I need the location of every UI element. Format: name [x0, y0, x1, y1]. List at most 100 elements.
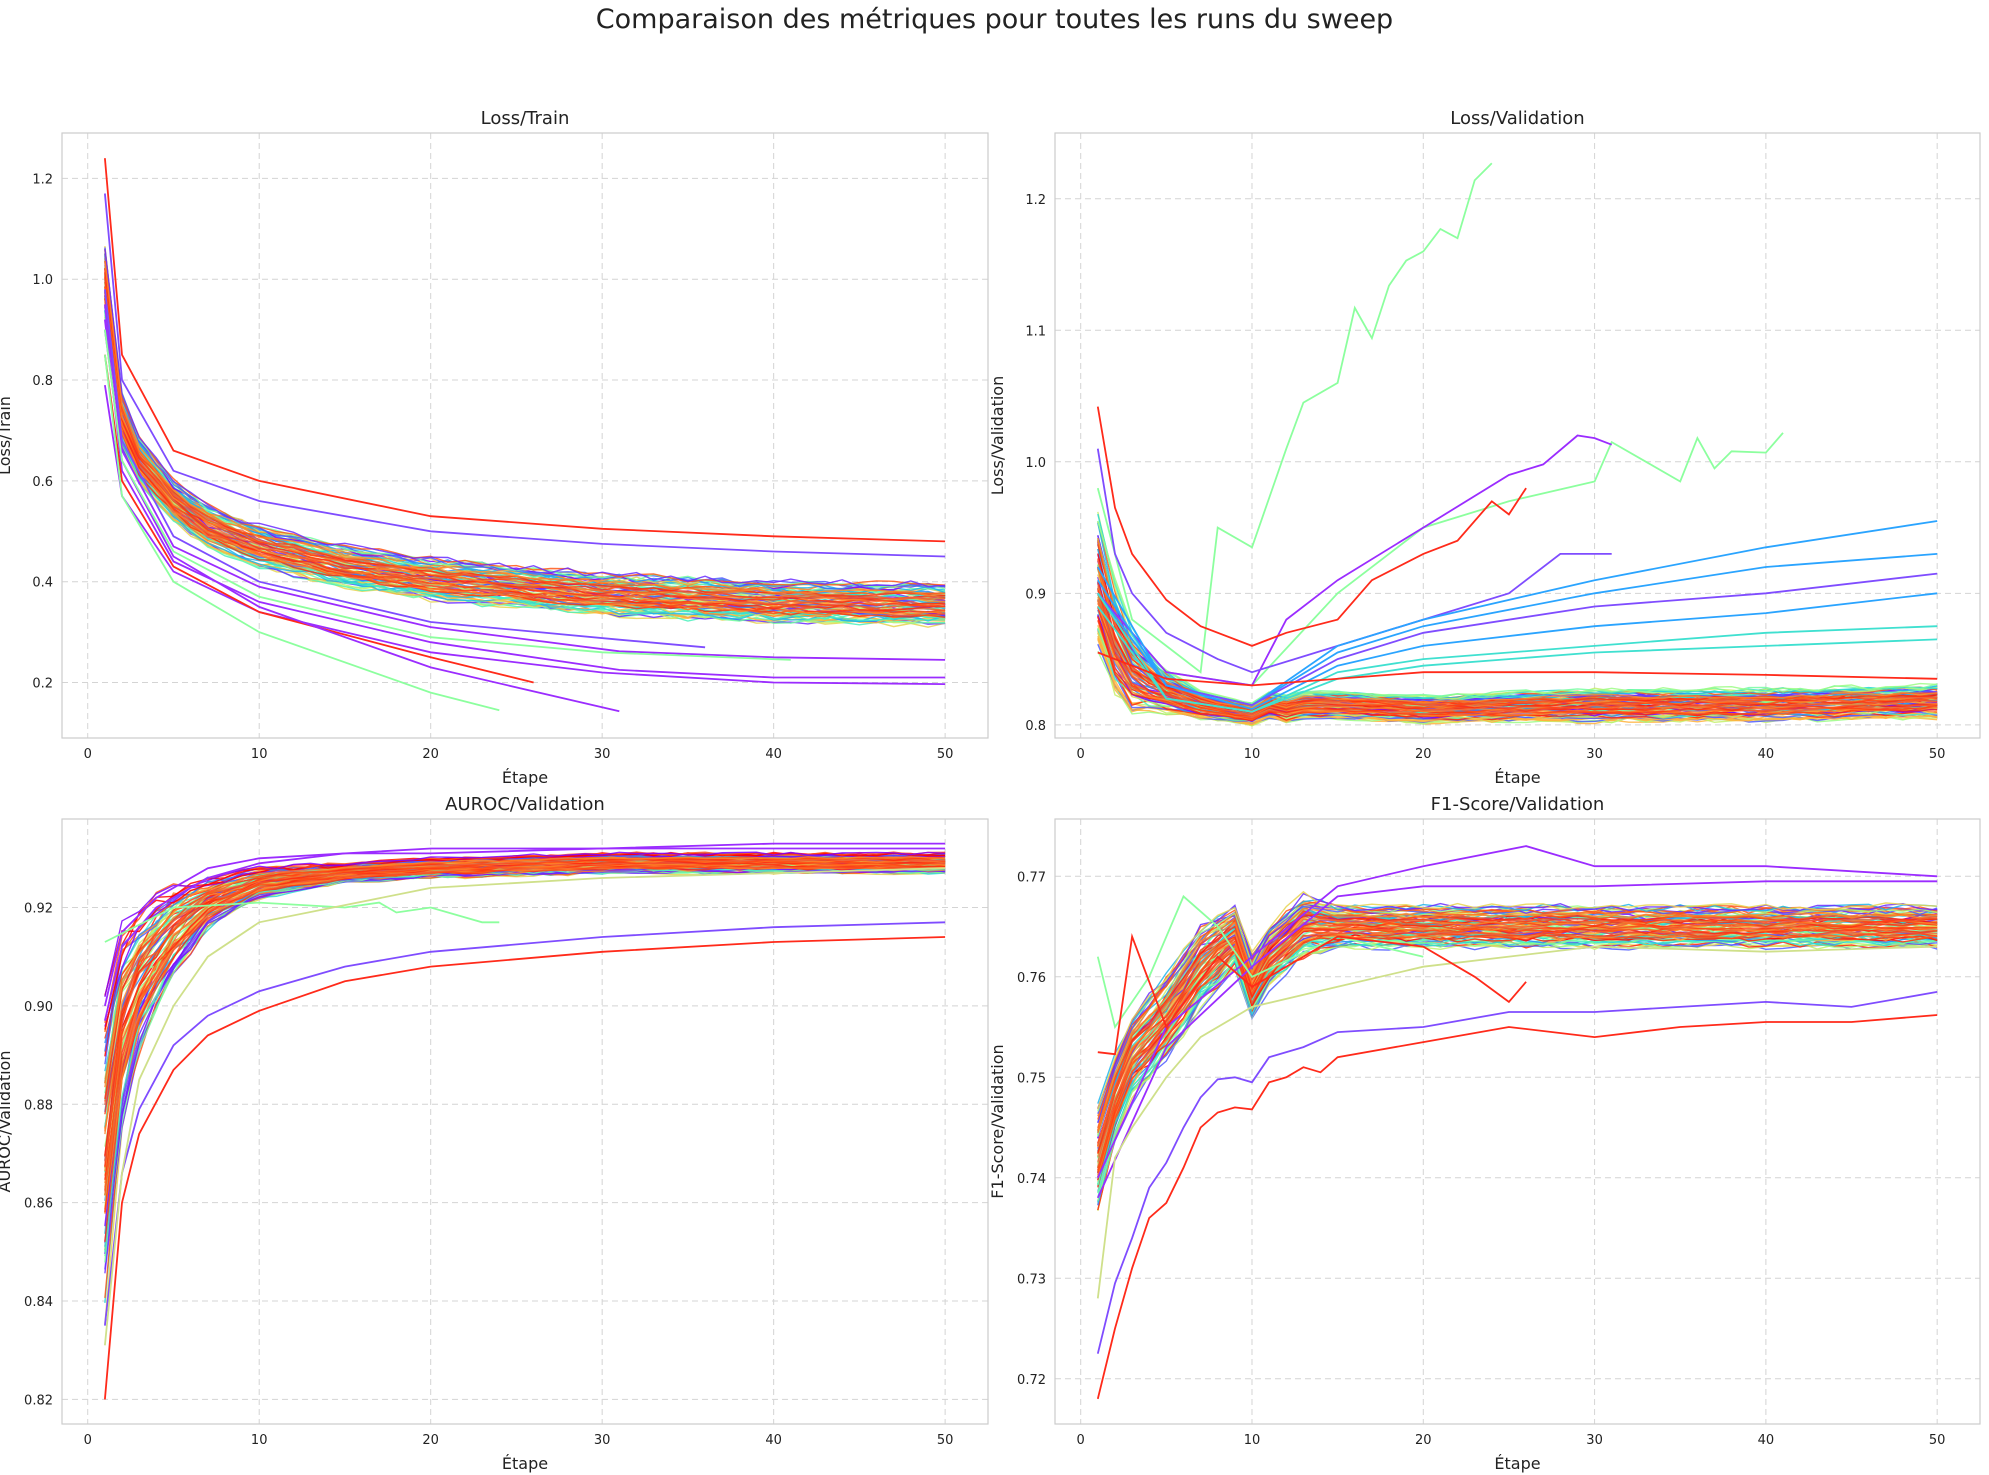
run-line — [1097, 544, 1938, 711]
axes-frame — [61, 818, 989, 1425]
x-tick-label: 20 — [422, 747, 439, 762]
x-tick-label: 20 — [1415, 1433, 1432, 1448]
series-line — [1096, 1014, 1938, 1400]
x-axis-label: Étape — [1494, 1454, 1540, 1473]
series-line — [1097, 520, 1938, 707]
auroc-validation-chart: 0 10 20 30 40 50 0.82 0.84 0.86 0.88 0.90 0.92 AUROC… — [0, 794, 989, 1473]
run-line — [1097, 593, 1938, 717]
axes-frame — [61, 132, 989, 739]
chart-title: Loss/Validation — [1450, 108, 1584, 129]
y-tick-label: 1.0 — [32, 273, 53, 288]
y-tick-label: 1.2 — [32, 172, 53, 187]
x-tick-label: 0 — [1077, 747, 1085, 762]
x-tick-label: 0 — [1077, 1433, 1085, 1448]
run-line — [104, 867, 946, 1270]
y-tick-label: 0.73 — [1017, 1272, 1046, 1287]
run-line — [104, 870, 946, 1303]
run-line — [104, 857, 946, 1106]
series-line — [1097, 605, 1938, 713]
x-tick-label: 30 — [1586, 747, 1603, 762]
axes-frame — [1054, 818, 1981, 1425]
y-tick-label: 0.2 — [32, 677, 53, 692]
run-line — [104, 286, 946, 612]
run-line — [1097, 583, 1938, 716]
series-line — [104, 158, 946, 543]
run-line — [1097, 930, 1938, 1174]
y-tick-label: 0.77 — [1017, 870, 1046, 885]
y-tick-label: 0.8 — [1025, 719, 1046, 734]
run-line — [104, 248, 946, 592]
run-line — [104, 855, 946, 1088]
series-line — [104, 319, 946, 679]
run-line — [1097, 933, 1938, 1178]
chart-title: Loss/Train — [481, 108, 570, 129]
series-line — [1096, 845, 1938, 1179]
run-line — [1097, 548, 1938, 711]
loss-train-chart: 0 10 20 30 40 50 0.2 0.4 0.6 0.8 1.0 1.2 Loss/Train É… — [0, 108, 989, 787]
run-line — [104, 866, 946, 1242]
x-tick-label: 50 — [1929, 1433, 1946, 1448]
run-line — [1097, 942, 1938, 1202]
run-line — [1097, 548, 1938, 711]
plot-area — [1096, 162, 1938, 727]
y-tick-label: 0.72 — [1017, 1373, 1046, 1388]
series-line — [104, 193, 946, 558]
run-line — [1097, 624, 1938, 726]
run-line — [1097, 910, 1938, 1134]
x-tick-label: 30 — [594, 1433, 611, 1448]
series-line — [104, 304, 946, 661]
run-line — [104, 864, 946, 1192]
run-line — [104, 261, 946, 597]
series-line — [104, 842, 946, 1007]
x-tick-label: 40 — [1758, 1433, 1775, 1448]
series-line — [1097, 434, 1613, 687]
series-line — [104, 921, 946, 1326]
series-line — [1096, 162, 1493, 674]
x-tick-label: 10 — [251, 1433, 268, 1448]
x-tick-label: 10 — [1244, 747, 1261, 762]
chart-title: AUROC/Validation — [445, 794, 605, 815]
y-axis-label: Loss/Validation — [988, 376, 1007, 496]
y-tick-label: 1.2 — [1025, 193, 1046, 208]
run-line — [104, 864, 946, 1227]
run-line — [104, 267, 946, 600]
series-line — [104, 847, 946, 1021]
plot-area — [1096, 845, 1938, 1400]
series-line — [1096, 945, 1938, 1299]
x-tick-label: 10 — [251, 747, 268, 762]
x-tick-label: 50 — [937, 1433, 954, 1448]
series-line — [104, 901, 500, 943]
run-line — [104, 290, 946, 615]
run-line — [104, 865, 946, 1234]
run-line — [104, 851, 946, 997]
grid-lines — [62, 819, 988, 1424]
plot-area — [104, 158, 946, 713]
series-line — [1096, 991, 1938, 1354]
y-tick-label: 0.92 — [24, 902, 53, 917]
x-tick-label: 0 — [84, 747, 92, 762]
run-line — [104, 866, 946, 1247]
run-line — [1097, 929, 1938, 1169]
run-line — [1097, 539, 1938, 709]
run-line — [104, 870, 946, 1324]
y-tick-label: 0.6 — [32, 475, 53, 490]
x-tick-label: 20 — [1415, 747, 1432, 762]
y-axis-label: F1-Score/Validation — [988, 1044, 1007, 1198]
y-tick-label: 0.86 — [24, 1197, 53, 1212]
y-axis-label: Loss/Train — [0, 396, 14, 475]
x-axis-label: Étape — [502, 768, 548, 787]
grid-lines — [1055, 133, 1980, 738]
x-axis-label: Étape — [502, 1454, 548, 1473]
x-tick-label: 40 — [1758, 747, 1775, 762]
run-line — [1097, 923, 1938, 1168]
y-tick-label: 0.82 — [24, 1393, 53, 1408]
chart-title: F1-Score/Validation — [1431, 794, 1605, 815]
plot-area — [104, 842, 946, 1400]
series-line — [104, 354, 534, 684]
f1-validation-chart: 0 10 20 30 40 50 0.72 0.73 0.74 0.75 0.76 0.77 F1-Sc… — [988, 794, 1981, 1473]
series-line — [1096, 448, 1612, 674]
series-line — [104, 867, 946, 1346]
run-line — [104, 869, 946, 1251]
panel-auroc-validation: 0 10 20 30 40 50 0.82 0.84 0.86 0.88 0.90 0.92 AUROC… — [0, 0, 1000, 1473]
run-line — [104, 866, 946, 1213]
